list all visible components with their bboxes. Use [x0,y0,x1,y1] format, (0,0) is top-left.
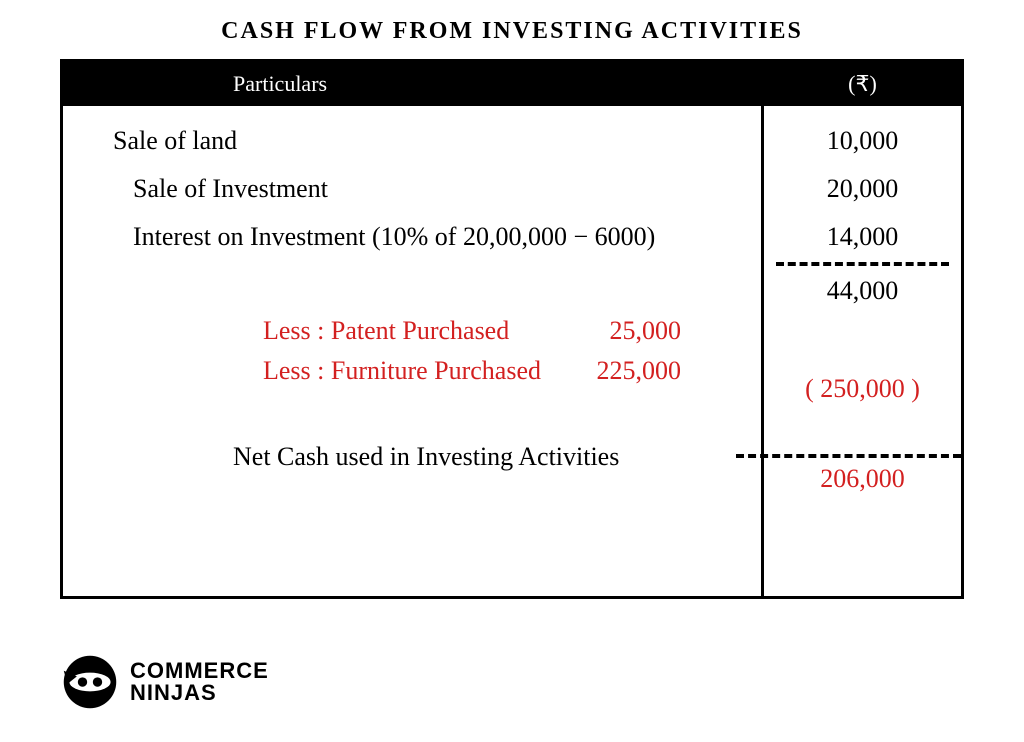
row-net-label: Net Cash used in Investing Activities [113,442,741,472]
ninja-icon [60,652,120,712]
less-patent-value: 25,000 [610,316,682,346]
page-title: CASH FLOW FROM INVESTING ACTIVITIES [0,18,1024,45]
row-less-patent: Less : Patent Purchased 25,000 [113,316,741,346]
table-body: Sale of land Sale of Investment Interest… [63,106,961,596]
particulars-column: Sale of land Sale of Investment Interest… [63,106,761,596]
total-less-value: ( 250,000 ) [776,374,949,404]
row-sale-inv-label: Sale of Investment [113,174,741,204]
table-header: Particulars (₹) [63,62,961,106]
row-sale-inv-value: 20,000 [776,174,949,204]
row-sale-land-value: 10,000 [776,126,949,156]
brand-line2: NINJAS [130,682,269,704]
subtotal-inflow-value: 44,000 [776,276,949,306]
less-furniture-label: Less : Furniture Purchased [263,356,541,386]
net-value: 206,000 [776,464,949,494]
divider-dashed [776,262,949,266]
brand-text: COMMERCE NINJAS [130,660,269,704]
row-less-furniture: Less : Furniture Purchased 225,000 [113,356,741,386]
row-sale-land-label: Sale of land [113,126,741,156]
brand-line1: COMMERCE [130,660,269,682]
brand-logo: COMMERCE NINJAS [60,652,269,712]
header-amount: (₹) [761,71,961,97]
divider-dashed-full [736,454,961,458]
amount-column: 10,000 20,000 14,000 44,000 ( 250,000 ) … [761,106,961,596]
row-interest-label: Interest on Investment (10% of 20,00,000… [113,222,741,252]
less-patent-label: Less : Patent Purchased [263,316,509,346]
cashflow-table: Particulars (₹) Sale of land Sale of Inv… [60,59,964,599]
less-furniture-value: 225,000 [597,356,682,386]
header-particulars: Particulars [63,71,761,97]
row-interest-value: 14,000 [776,222,949,252]
